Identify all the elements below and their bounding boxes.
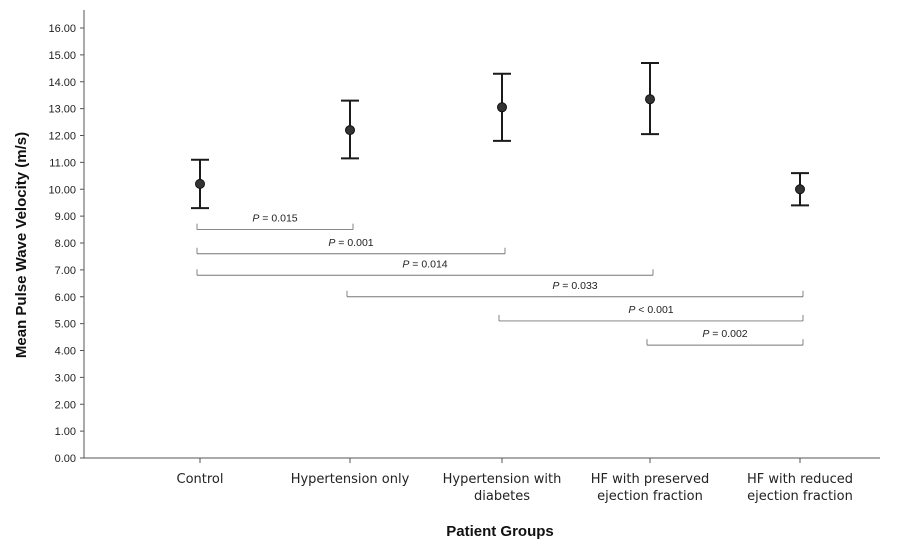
y-tick-label: 12.00 [48,131,76,143]
x-category-label: HF with preserved [591,472,709,487]
p-value-label: P = 0.015 [252,213,297,225]
p-value: < 0.001 [635,304,673,316]
x-category-label: HF with reduced [747,472,853,487]
p-value-label: P = 0.002 [702,328,747,340]
p-symbol: P [702,328,709,340]
y-tick-label: 15.00 [48,50,76,62]
y-tick-label: 13.00 [48,104,76,116]
y-tick-label: 11.00 [49,157,76,169]
mean-point [795,184,805,195]
p-value-label: P = 0.033 [552,280,597,292]
p-symbol: P [252,213,259,225]
y-tick-label: 6.00 [55,292,76,304]
x-category-label: ejection fraction [747,489,853,504]
y-tick-label: 3.00 [55,372,76,384]
y-tick-label: 1.00 [55,426,76,438]
y-tick-label: 14.00 [48,77,76,89]
y-tick-label: 2.00 [55,399,76,411]
p-symbol: P [552,280,559,292]
y-axis-title: Mean Pulse Wave Velocity (m/s) [13,132,30,358]
x-category-label: ejection fraction [597,489,703,504]
p-symbol: P [402,258,409,270]
y-tick-label: 9.00 [55,211,76,223]
p-value-label: P = 0.014 [402,258,447,270]
mean-point [497,102,507,113]
y-tick-label: 0.00 [55,453,76,465]
mean-point [645,94,655,105]
p-value: = 0.033 [559,280,597,292]
p-symbol: P [628,304,635,316]
mean-point [195,178,205,189]
x-category-label: Control [177,472,224,487]
p-value: = 0.001 [335,237,373,249]
x-axis-title: Patient Groups [446,523,554,540]
y-tick-label: 10.00 [48,184,76,196]
p-value: = 0.015 [259,213,297,225]
x-category-label: Hypertension with [443,472,562,487]
mean-point [345,125,355,136]
y-tick-label: 5.00 [55,319,76,331]
x-category-label: diabetes [474,489,530,504]
y-tick-label: 8.00 [55,238,76,250]
y-tick-label: 4.00 [55,346,76,358]
p-value: = 0.002 [709,328,747,340]
p-value-label: P < 0.001 [628,304,673,316]
y-tick-label: 7.00 [55,265,76,277]
x-category-label: Hypertension only [291,472,410,487]
y-tick-label: 16.00 [48,23,76,35]
p-value: = 0.014 [409,258,447,270]
p-value-label: P = 0.001 [328,237,373,249]
p-symbol: P [328,237,335,249]
